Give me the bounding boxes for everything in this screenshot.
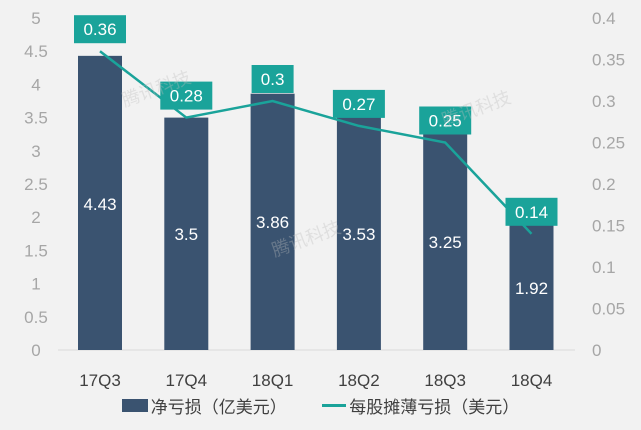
legend-bar-label: 净亏损（亿美元） <box>150 398 287 418</box>
eps-value-label: 0.3 <box>261 70 285 89</box>
eps-value-label: 0.36 <box>83 20 116 39</box>
bar-value-label: 3.5 <box>174 225 198 244</box>
left-tick-label: 2 <box>31 208 40 227</box>
bar <box>164 117 209 350</box>
right-tick-label: 0.4 <box>592 9 616 28</box>
left-tick-label: 4 <box>31 75 40 94</box>
bar <box>336 115 381 350</box>
right-tick-label: 0.35 <box>592 51 625 70</box>
left-tick-label: 2.5 <box>24 175 48 194</box>
left-tick-label: 4.5 <box>24 42 48 61</box>
right-tick-label: 0.1 <box>592 258 616 277</box>
bar <box>250 93 295 351</box>
right-tick-label: 0.15 <box>592 217 625 236</box>
x-category-label: 18Q4 <box>511 371 553 390</box>
bar-value-label: 3.53 <box>342 225 375 244</box>
legend-line-label: 每股摊薄亏损（美元） <box>349 398 520 418</box>
right-tick-label: 0 <box>592 341 601 360</box>
x-category-label: 17Q4 <box>166 371 208 390</box>
bar-value-label: 3.86 <box>256 213 289 232</box>
x-category-label: 18Q1 <box>252 371 294 390</box>
bar <box>509 222 554 350</box>
right-tick-label: 0.2 <box>592 175 616 194</box>
bar-value-label: 4.43 <box>83 195 116 214</box>
left-y-axis: 0 0.5 1 1.5 2 2.5 3 3.5 4 4.5 5 <box>24 9 48 360</box>
eps-value-badge <box>332 89 385 118</box>
eps-value-badge <box>419 106 472 135</box>
bar <box>78 55 122 351</box>
eps-value-badge <box>74 15 126 44</box>
eps-value-badge <box>160 81 213 110</box>
eps-value-label: 0.25 <box>429 112 462 131</box>
line-series-eps: 0.36 0.28 0.3 0.27 0.25 0.14 <box>74 15 558 235</box>
eps-value-label: 0.14 <box>515 203 548 222</box>
eps-value-badge <box>505 197 558 226</box>
left-tick-label: 5 <box>31 9 40 28</box>
x-axis-categories: 17Q3 17Q4 18Q1 18Q2 18Q3 18Q4 <box>79 371 552 390</box>
left-tick-label: 0 <box>31 341 40 360</box>
bar-value-label: 3.25 <box>429 233 462 252</box>
x-category-label: 18Q2 <box>338 371 380 390</box>
eps-value-label: 0.27 <box>342 95 375 114</box>
legend-bar-swatch <box>121 399 148 412</box>
left-tick-label: 3.5 <box>24 109 48 128</box>
eps-value-badge <box>251 65 294 93</box>
right-tick-label: 0.25 <box>592 134 625 153</box>
bar-series-net-loss: 4.43 3.5 3.86 3.53 3.25 1.92 <box>78 55 554 351</box>
x-category-label: 18Q3 <box>424 371 466 390</box>
right-tick-label: 0.3 <box>592 92 616 111</box>
left-tick-label: 0.5 <box>24 308 48 327</box>
bar-value-label: 1.92 <box>515 279 548 298</box>
x-category-label: 17Q3 <box>79 371 121 390</box>
right-y-axis: 0 0.05 0.1 0.15 0.2 0.25 0.3 0.35 0.4 <box>592 9 625 360</box>
left-tick-label: 3 <box>31 142 40 161</box>
right-tick-label: 0.05 <box>592 300 625 319</box>
left-tick-label: 1.5 <box>24 241 48 260</box>
bar <box>423 134 468 350</box>
eps-value-label: 0.28 <box>170 87 203 106</box>
left-tick-label: 1 <box>31 275 40 294</box>
legend: 净亏损（亿美元） 每股摊薄亏损（美元） <box>0 393 641 418</box>
legend-line-swatch <box>322 404 347 407</box>
